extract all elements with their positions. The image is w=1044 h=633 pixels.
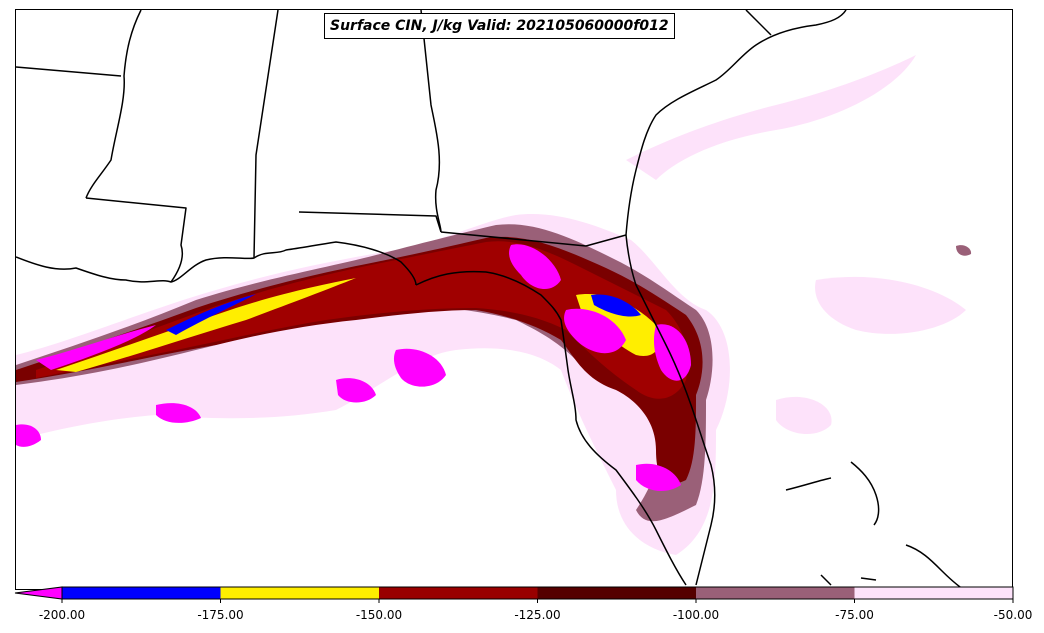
cin-area-magenta-panhandle — [509, 244, 561, 290]
colorbar — [14, 586, 1014, 603]
coastline-fl-east — [625, 234, 716, 586]
colorbar-tick-label: -75.00 — [835, 608, 874, 622]
colorbar-tick-label: -50.00 — [993, 608, 1033, 622]
colorbar-bin-0 — [62, 587, 221, 599]
map-svg — [16, 10, 972, 589]
colorbar-bin-3 — [537, 587, 696, 599]
cin-area-light-atlantic — [815, 276, 966, 334]
cin-area-magenta-edge — [16, 424, 41, 447]
colorbar-tick-label: -200.00 — [38, 608, 86, 622]
cin-area-red — [36, 241, 688, 399]
cin-area-light-south — [776, 396, 832, 435]
cin-area-magenta-fl-north — [564, 308, 626, 354]
cin-area-magenta-gulf-west — [336, 378, 376, 403]
coastline-ga-sc — [625, 10, 847, 236]
cin-area-yellow-fl — [576, 294, 660, 356]
state-border-al-fl — [298, 211, 442, 233]
colorbar-tick-label: -125.00 — [514, 608, 561, 622]
cin-area-yellow — [56, 278, 356, 372]
state-border-ms-ar — [16, 66, 122, 77]
cin-area-magenta-gulf — [36, 325, 156, 370]
map-panel — [15, 9, 1013, 590]
state-border-al-ga — [420, 10, 442, 233]
colorbar-tick-label: -150.00 — [355, 608, 403, 622]
state-border-ms-al — [253, 10, 279, 259]
cin-area-light-east — [626, 55, 916, 180]
colorbar-outline — [61, 586, 1014, 600]
cin-area-magenta-ne — [956, 245, 972, 256]
cin-area-magenta-gulf-center — [393, 348, 446, 387]
coastline-gulf-west — [16, 241, 417, 286]
colorbar-bin-2 — [379, 587, 538, 599]
cin-area-magenta-gulf-sw — [156, 403, 201, 423]
coastline-cuba — [905, 544, 965, 589]
coastline-layer — [16, 10, 965, 589]
colorbar-bin-5 — [854, 587, 1013, 599]
colorbar-tick-label: -175.00 — [197, 608, 244, 622]
state-border-ga-sc — [745, 10, 772, 36]
colorbar-bin-4 — [696, 587, 855, 599]
state-border-ms-west — [85, 10, 142, 199]
state-border-la-ms — [85, 197, 187, 283]
colorbar-under-extension — [14, 586, 63, 600]
cin-area-blue-fl — [591, 294, 641, 317]
coastline-fl-panhandle — [415, 270, 687, 586]
coastline-keys — [820, 574, 877, 586]
colorbar-bins — [14, 586, 1014, 603]
cin-field-layer — [16, 55, 972, 556]
colorbar-tick-label: -100.00 — [672, 608, 720, 622]
coastline-bahamas — [850, 461, 880, 526]
cin-area-blue — [166, 294, 256, 335]
state-border-ga-fl — [440, 231, 627, 247]
colorbar-bin-1 — [220, 587, 379, 599]
map-title: Surface CIN, J/kg Valid: 202105060000f01… — [324, 13, 675, 39]
cin-area-magenta-keys — [636, 463, 681, 492]
coastline-bahamas-2 — [785, 477, 832, 491]
